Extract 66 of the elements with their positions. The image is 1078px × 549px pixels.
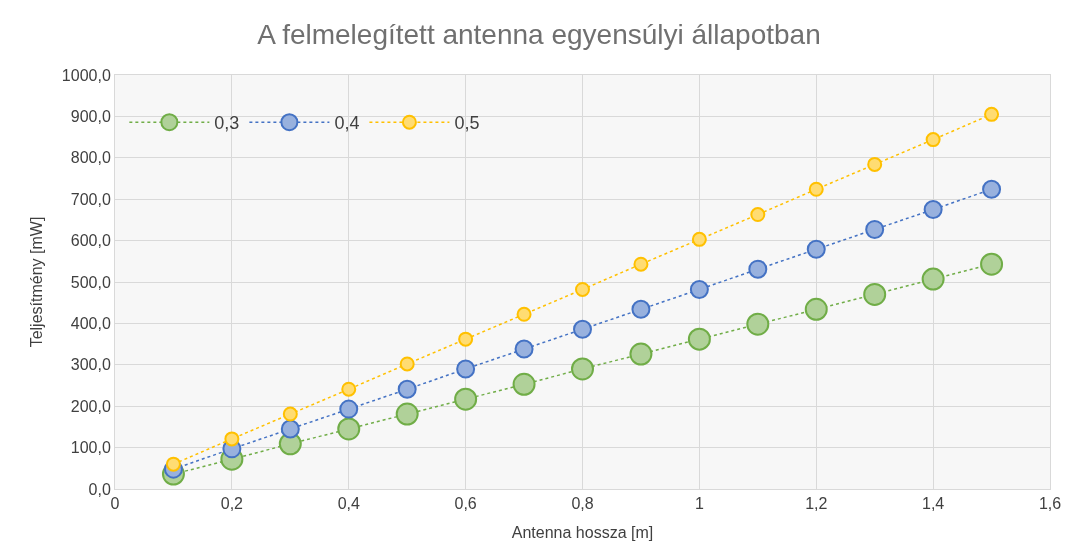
y-tick-label: 100,0	[70, 439, 111, 457]
x-tick-label: 1,2	[805, 495, 828, 513]
point	[575, 281, 590, 297]
point	[341, 381, 357, 397]
point	[339, 399, 359, 419]
point	[454, 387, 478, 411]
point	[629, 342, 653, 366]
x-tick-label: 0	[110, 495, 120, 513]
point	[633, 256, 649, 272]
point	[867, 156, 883, 172]
point	[512, 372, 536, 396]
point	[748, 259, 768, 279]
y-axis-title: Teljesítmény [mW]	[27, 216, 45, 348]
point	[925, 132, 941, 148]
point	[865, 219, 885, 239]
y-tick-label: 0,0	[88, 480, 111, 498]
point	[399, 356, 415, 372]
point	[921, 267, 945, 291]
point	[687, 327, 711, 351]
x-tick-label: 0,2	[220, 495, 244, 513]
point	[456, 359, 476, 379]
y-tick-label: 800,0	[70, 149, 111, 167]
y-tick-label: 200,0	[70, 397, 111, 415]
point	[516, 306, 532, 322]
legend-label: 0,3	[214, 113, 240, 134]
point	[631, 299, 651, 319]
point	[395, 402, 419, 426]
point	[165, 456, 181, 472]
y-tick-label: 500,0	[70, 273, 111, 291]
y-tick-label: 300,0	[70, 356, 111, 374]
y-tick-label: 400,0	[70, 315, 111, 332]
y-tick-label: 600,0	[70, 232, 111, 250]
point	[804, 297, 828, 321]
point	[337, 417, 361, 441]
point	[514, 339, 534, 359]
x-tick-label: 1	[694, 495, 704, 513]
x-tick-label: 1,6	[1038, 495, 1062, 513]
y-tick-label: 700,0	[70, 190, 111, 208]
point	[808, 181, 824, 197]
point	[689, 279, 709, 299]
point	[982, 179, 1002, 199]
y-tick-label: 900,0	[70, 108, 111, 125]
point	[980, 252, 1004, 276]
x-axis-title: Antenna hossza [m]	[511, 523, 654, 541]
point	[397, 379, 417, 399]
x-tick-label: 0,4	[337, 495, 360, 513]
point	[691, 231, 707, 247]
point	[224, 431, 240, 447]
point	[280, 419, 300, 439]
x-tick-label: 1,4	[922, 495, 945, 513]
y-tick-label: 1000,0	[61, 66, 111, 84]
x-tick-label: 0,6	[454, 495, 477, 513]
legend-label: 0,4	[334, 113, 360, 134]
point	[573, 319, 592, 339]
point	[984, 106, 1000, 122]
chart-title: A felmelegített antenna egyensúlyi állapotban	[257, 19, 821, 51]
point	[863, 282, 887, 306]
legend-label: 0,5	[454, 113, 480, 134]
point	[571, 357, 594, 381]
point	[282, 406, 298, 422]
x-tick-label: 0,8	[571, 495, 594, 513]
point	[923, 200, 943, 220]
point	[806, 239, 826, 259]
point	[746, 312, 770, 336]
point	[750, 207, 766, 223]
point	[458, 331, 474, 347]
